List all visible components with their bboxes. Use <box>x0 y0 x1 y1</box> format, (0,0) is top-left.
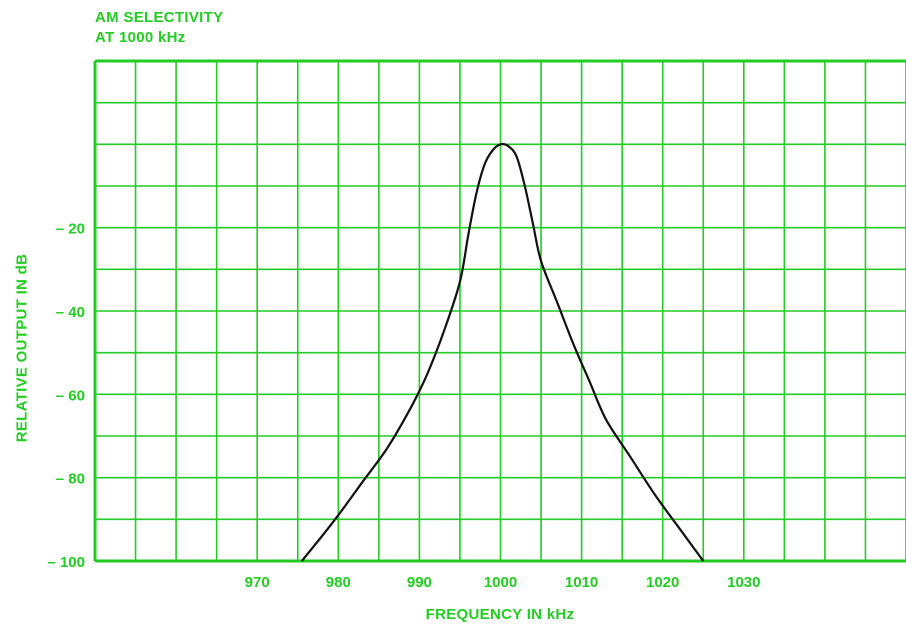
selectivity-curve <box>300 142 705 562</box>
y-tick-label: – 40 <box>56 304 85 321</box>
x-tick-label: 970 <box>245 574 270 591</box>
y-tick-label: – 20 <box>56 221 85 238</box>
x-tick-label: 1030 <box>727 574 760 591</box>
x-tick-label: 980 <box>326 574 351 591</box>
x-tick-label: 1020 <box>646 574 679 591</box>
y-tick-label: – 100 <box>47 554 85 571</box>
x-tick-label: 1010 <box>565 574 598 591</box>
y-tick-label: – 80 <box>56 471 85 488</box>
x-tick-label: 990 <box>407 574 432 591</box>
y-axis-label: RELATIVE OUTPUT IN dB <box>13 253 31 443</box>
x-axis-label: FREQUENCY IN kHz <box>425 606 575 623</box>
chart-subtitle: AT 1000 kHz <box>95 29 186 46</box>
chart-title: AM SELECTIVITY <box>95 9 224 26</box>
y-tick-label: – 60 <box>56 387 85 404</box>
x-tick-label: 1000 <box>484 574 517 591</box>
